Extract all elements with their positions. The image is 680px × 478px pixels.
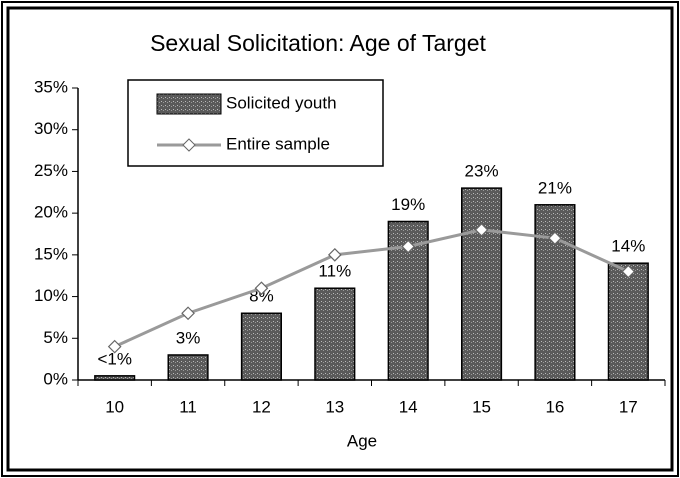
y-tick-label: 35% bbox=[34, 77, 68, 96]
chart-title: Sexual Solicitation: Age of Target bbox=[150, 30, 486, 56]
x-tick-label: 16 bbox=[545, 397, 564, 416]
line-marker bbox=[254, 281, 269, 296]
value-label: 14% bbox=[611, 237, 645, 256]
inner-frame bbox=[6, 6, 674, 472]
value-label: 19% bbox=[391, 195, 425, 214]
value-label: 3% bbox=[176, 328, 201, 347]
bar bbox=[240, 312, 282, 381]
x-tick-label: 13 bbox=[325, 397, 344, 416]
x-tick-label: 11 bbox=[179, 397, 197, 416]
value-label: 11% bbox=[318, 262, 351, 281]
bar bbox=[314, 287, 356, 381]
line bbox=[114, 228, 629, 348]
x-tick-label: 14 bbox=[399, 397, 418, 416]
line-marker bbox=[474, 222, 489, 237]
bar bbox=[167, 354, 209, 381]
legend-swatch bbox=[156, 93, 222, 115]
y-tick-label: 30% bbox=[34, 119, 68, 138]
y-tick-label: 15% bbox=[34, 244, 68, 263]
y-tick-label: 0% bbox=[43, 369, 68, 388]
x-tick-label: 12 bbox=[252, 397, 271, 416]
y-tick-label: 5% bbox=[43, 328, 68, 347]
value-label: 23% bbox=[465, 162, 499, 181]
bar bbox=[534, 204, 576, 381]
line-marker bbox=[327, 248, 342, 262]
value-label: 21% bbox=[538, 178, 572, 197]
x-axis-label: Age bbox=[347, 431, 377, 450]
bar bbox=[461, 187, 503, 381]
legend-marker bbox=[182, 138, 196, 152]
line-marker bbox=[107, 339, 122, 354]
bar bbox=[607, 262, 649, 381]
bar bbox=[94, 375, 136, 381]
line-marker bbox=[548, 231, 562, 246]
y-tick-label: 10% bbox=[34, 286, 68, 305]
line-marker bbox=[401, 239, 416, 254]
line-marker bbox=[181, 306, 195, 321]
x-tick-label: 15 bbox=[472, 397, 491, 416]
value-label: <1% bbox=[97, 349, 132, 368]
legend-label: Entire sample bbox=[226, 134, 330, 153]
x-tick-label: 10 bbox=[105, 397, 124, 416]
y-tick-label: 20% bbox=[34, 203, 68, 222]
x-tick-label: 17 bbox=[619, 397, 638, 416]
line-marker bbox=[621, 264, 636, 279]
legend-label: Solicited youth bbox=[226, 93, 337, 112]
y-tick-label: 25% bbox=[34, 161, 68, 180]
